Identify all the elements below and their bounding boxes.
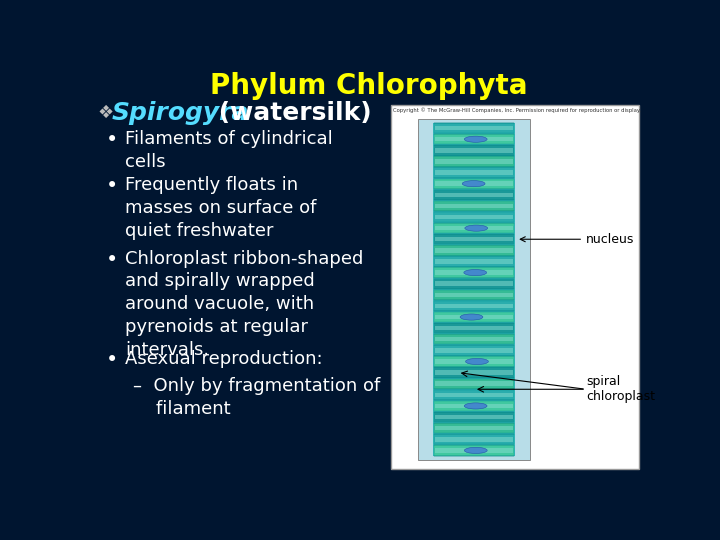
Bar [435,315,513,319]
Bar [434,134,514,144]
Bar [435,326,513,330]
Bar [435,393,513,397]
Bar [434,323,514,333]
Text: nucleus: nucleus [521,233,634,246]
Bar [434,267,514,278]
Bar [435,271,513,275]
Bar [435,126,513,130]
Bar [435,348,513,353]
Ellipse shape [462,180,485,187]
Bar [435,237,513,241]
Bar [434,145,514,156]
Bar [434,434,514,444]
Bar [434,345,514,355]
Bar [434,367,514,378]
Text: Phylum Chlorophyta: Phylum Chlorophyta [210,72,528,100]
Bar [434,179,514,189]
Text: •: • [106,177,118,197]
Bar [434,256,514,267]
Bar [435,137,513,141]
Bar [433,123,515,456]
Bar [435,193,513,197]
Bar [434,279,514,289]
Text: –  Only by fragmentation of
    filament: – Only by fragmentation of filament [132,377,380,417]
Bar [435,293,513,297]
Bar [434,423,514,433]
Text: Spirogyra: Spirogyra [112,100,249,125]
Bar [435,381,513,386]
Bar [434,245,514,255]
Bar [434,156,514,167]
Text: Asexual reproduction:: Asexual reproduction: [125,350,323,368]
Bar [434,446,514,456]
Ellipse shape [464,447,487,454]
Bar [434,201,514,211]
Bar [435,448,513,453]
Bar [434,356,514,367]
Bar [434,334,514,345]
Bar [435,259,513,264]
Bar [435,170,513,175]
Bar [434,289,514,300]
Bar [434,401,514,411]
Text: spiral
chloroplast: spiral chloroplast [586,375,655,403]
Bar [435,337,513,341]
Bar [391,105,639,469]
Bar [418,119,530,460]
Bar [435,370,513,375]
Bar [435,404,513,408]
Bar [434,234,514,245]
Text: ❖: ❖ [98,104,114,122]
Bar [434,301,514,311]
Bar [434,212,514,222]
Bar [435,248,513,253]
Bar [435,181,513,186]
Text: •: • [106,249,118,269]
Bar [435,148,513,153]
Bar [435,204,513,208]
Ellipse shape [466,359,488,364]
Ellipse shape [460,314,483,320]
Ellipse shape [464,136,487,142]
Bar [434,123,514,133]
Ellipse shape [464,269,487,275]
Text: •: • [106,130,118,150]
Text: Frequently floats in
masses on surface of
quiet freshwater: Frequently floats in masses on surface o… [125,177,316,240]
Bar [434,312,514,322]
Bar [435,281,513,286]
Bar [435,437,513,442]
Bar [434,412,514,422]
Bar [435,215,513,219]
Bar [435,359,513,364]
Ellipse shape [464,403,487,409]
Text: (watersilk): (watersilk) [210,100,372,125]
Ellipse shape [465,225,487,231]
Bar [435,303,513,308]
Text: Filaments of cylindrical
cells: Filaments of cylindrical cells [125,130,333,171]
Bar [434,223,514,233]
Bar [434,167,514,178]
Text: •: • [106,350,118,370]
Bar [435,426,513,430]
Bar [434,390,514,400]
Bar [434,190,514,200]
Bar [435,159,513,164]
Bar [435,415,513,419]
Text: Copyright © The McGraw-Hill Companies, Inc. Permission required for reproduction: Copyright © The McGraw-Hill Companies, I… [393,107,641,113]
Bar [435,226,513,231]
Text: Chloroplast ribbon-shaped
and spirally wrapped
around vacuole, with
pyrenoids at: Chloroplast ribbon-shaped and spirally w… [125,249,364,359]
Bar [434,379,514,389]
